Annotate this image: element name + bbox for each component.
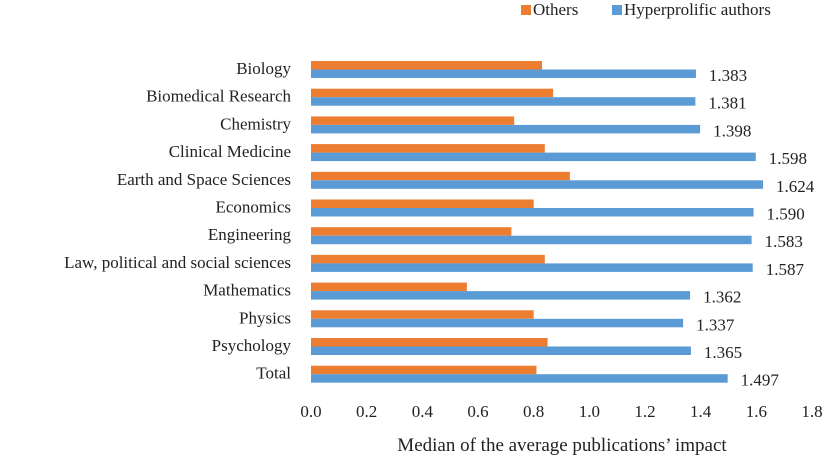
- category-label-economics: Economics: [215, 198, 291, 217]
- category-label-total: Total: [256, 364, 291, 383]
- data-label-hyperprolific-physics: 1.337: [696, 315, 735, 334]
- bar-hyperprolific-engineering: [311, 235, 752, 245]
- category-label-engineering: Engineering: [208, 225, 292, 244]
- x-tick-label-1-6: 1.6: [746, 402, 767, 421]
- bar-hyperprolific-psychology: [311, 346, 691, 355]
- bar-others-biomedical-research: [311, 88, 554, 98]
- bar-others-law-political-and-social-sciences: [311, 254, 545, 264]
- bar-others-economics: [311, 199, 534, 208]
- bar-hyperprolific-clinical-medicine: [311, 152, 756, 162]
- category-label-mathematics: Mathematics: [203, 281, 291, 300]
- category-label-chemistry: Chemistry: [220, 114, 291, 133]
- data-label-hyperprolific-law-political-and-social-sciences: 1.587: [766, 260, 805, 279]
- legend-swatch-others: [521, 5, 531, 15]
- category-label-biomedical-research: Biomedical Research: [146, 87, 291, 106]
- bars: [311, 61, 764, 383]
- x-tick-label-0-6: 0.6: [467, 402, 488, 421]
- bar-hyperprolific-physics: [311, 318, 684, 328]
- x-tick-label-1-0: 1.0: [579, 402, 600, 421]
- data-label-hyperprolific-engineering: 1.583: [765, 232, 803, 251]
- bar-hyperprolific-total: [311, 374, 728, 383]
- x-axis-title: Median of the average publications’ impa…: [397, 435, 727, 456]
- bar-others-total: [311, 365, 537, 375]
- bar-hyperprolific-biology: [311, 69, 696, 78]
- y-axis-category-labels: Biology Biomedical Research Chemistry Clini…: [64, 59, 291, 383]
- bar-others-mathematics: [311, 282, 467, 292]
- x-tick-label-0-4: 0.4: [412, 402, 434, 421]
- bar-others-engineering: [311, 227, 512, 236]
- category-label-psychology: Psychology: [212, 336, 292, 355]
- data-label-hyperprolific-psychology: 1.365: [704, 343, 742, 362]
- bar-hyperprolific-law-political-and-social-sciences: [311, 263, 753, 272]
- data-label-hyperprolific-economics: 1.590: [767, 205, 805, 224]
- x-tick-label-0-0: 0.0: [300, 402, 321, 421]
- category-label-clinical-medicine: Clinical Medicine: [169, 142, 291, 161]
- bar-hyperprolific-economics: [311, 208, 754, 217]
- x-tick-label-1-2: 1.2: [634, 402, 655, 421]
- data-label-hyperprolific-earth-and-space-sciences: 1.624: [776, 177, 815, 196]
- x-axis-tick-labels: 0.0 0.2 0.4 0.6 0.8 1.0 1.2 1.4 1.6 1.8: [300, 402, 822, 421]
- bar-hyperprolific-earth-and-space-sciences: [311, 180, 764, 189]
- legend-label-hyperprolific: Hyperprolific authors: [624, 0, 771, 19]
- category-label-law-political-and-social-sciences: Law, political and social sciences: [64, 253, 291, 272]
- x-tick-label-1-4: 1.4: [690, 402, 712, 421]
- bar-others-biology: [311, 61, 543, 70]
- legend: Others Hyperprolific authors: [521, 0, 771, 19]
- data-label-hyperprolific-biology: 1.383: [709, 66, 747, 85]
- legend-swatch-hyperprolific: [612, 5, 622, 15]
- category-label-earth-and-space-sciences: Earth and Space Sciences: [117, 170, 291, 189]
- bar-others-psychology: [311, 338, 548, 347]
- x-tick-label-0-2: 0.2: [356, 402, 377, 421]
- bar-others-physics: [311, 310, 534, 319]
- bar-others-earth-and-space-sciences: [311, 171, 570, 181]
- category-label-biology: Biology: [236, 59, 291, 78]
- data-label-hyperprolific-chemistry: 1.398: [713, 121, 751, 140]
- data-label-hyperprolific-mathematics: 1.362: [703, 288, 741, 307]
- bar-others-chemistry: [311, 116, 515, 125]
- data-label-hyperprolific-total: 1.497: [741, 371, 780, 390]
- data-label-hyperprolific-biomedical-research: 1.381: [708, 94, 746, 113]
- data-label-hyperprolific-clinical-medicine: 1.598: [769, 149, 807, 168]
- bar-hyperprolific-biomedical-research: [311, 97, 696, 106]
- bar-hyperprolific-mathematics: [311, 291, 691, 300]
- x-tick-label-1-8: 1.8: [801, 402, 822, 421]
- data-labels: 1.383 1.381 1.398 1.598 1.624 1.590 1.583 1.587…: [696, 66, 815, 390]
- bar-hyperprolific-chemistry: [311, 124, 701, 134]
- bar-others-clinical-medicine: [311, 144, 545, 153]
- legend-label-others: Others: [533, 0, 578, 19]
- category-label-physics: Physics: [239, 308, 291, 327]
- x-tick-label-0-8: 0.8: [523, 402, 544, 421]
